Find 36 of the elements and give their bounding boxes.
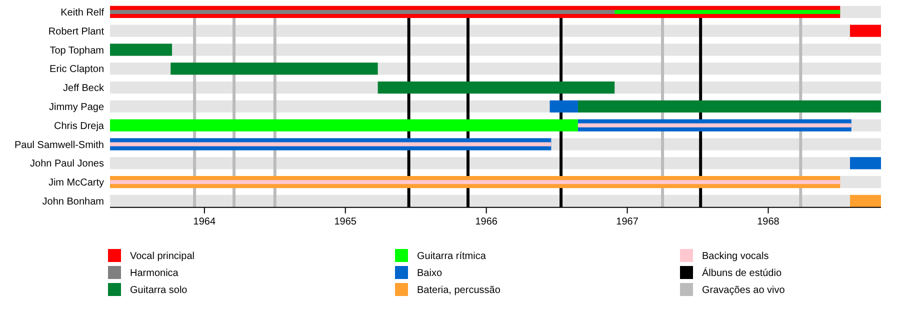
legend-label: Vocal principal (130, 251, 194, 262)
y-tick-label: Robert Plant (48, 26, 104, 38)
legend-label: Baixo (417, 268, 442, 279)
y-tick-label: Eric Clapton (50, 64, 104, 76)
legend-label: Backing vocals (702, 251, 769, 262)
bar (850, 194, 881, 207)
bar (850, 24, 881, 37)
bar (110, 44, 172, 56)
bar (550, 100, 578, 112)
x-tick-label: 1964 (193, 216, 216, 228)
legend-label: Harmonica (130, 268, 179, 279)
bar (578, 123, 852, 128)
y-tick-label: Paul Samwell-Smith (14, 140, 104, 151)
legend-label: Álbuns de estúdio (702, 267, 782, 279)
y-tick-label: Keith Relf (60, 7, 104, 18)
x-tick-label: 1968 (757, 216, 780, 228)
y-tick-label: John Bonham (42, 196, 104, 208)
y-tick-label: Chris Dreja (54, 120, 104, 132)
legend-label: Bateria, percussão (417, 285, 501, 296)
legend-label: Gravações ao vivo (702, 285, 786, 296)
legend-label: Guitarra solo (130, 285, 188, 296)
y-tick-label: Jim McCarty (48, 178, 104, 189)
bar (110, 142, 552, 146)
legend-label: Guitarra rítmica (417, 251, 486, 262)
bar (110, 10, 615, 14)
y-tick-label: Jeff Beck (63, 83, 105, 94)
x-tick-label: 1966 (475, 216, 498, 228)
y-tick-label: John Paul Jones (30, 158, 104, 170)
y-tick-label: Jimmy Page (48, 102, 104, 113)
y-tick-label: Top Topham (50, 45, 104, 56)
bar (578, 100, 881, 112)
x-tick-label: 1965 (334, 216, 357, 228)
bar (170, 62, 378, 75)
bar (850, 157, 881, 170)
bar (378, 82, 615, 94)
x-tick-label: 1967 (616, 216, 639, 228)
